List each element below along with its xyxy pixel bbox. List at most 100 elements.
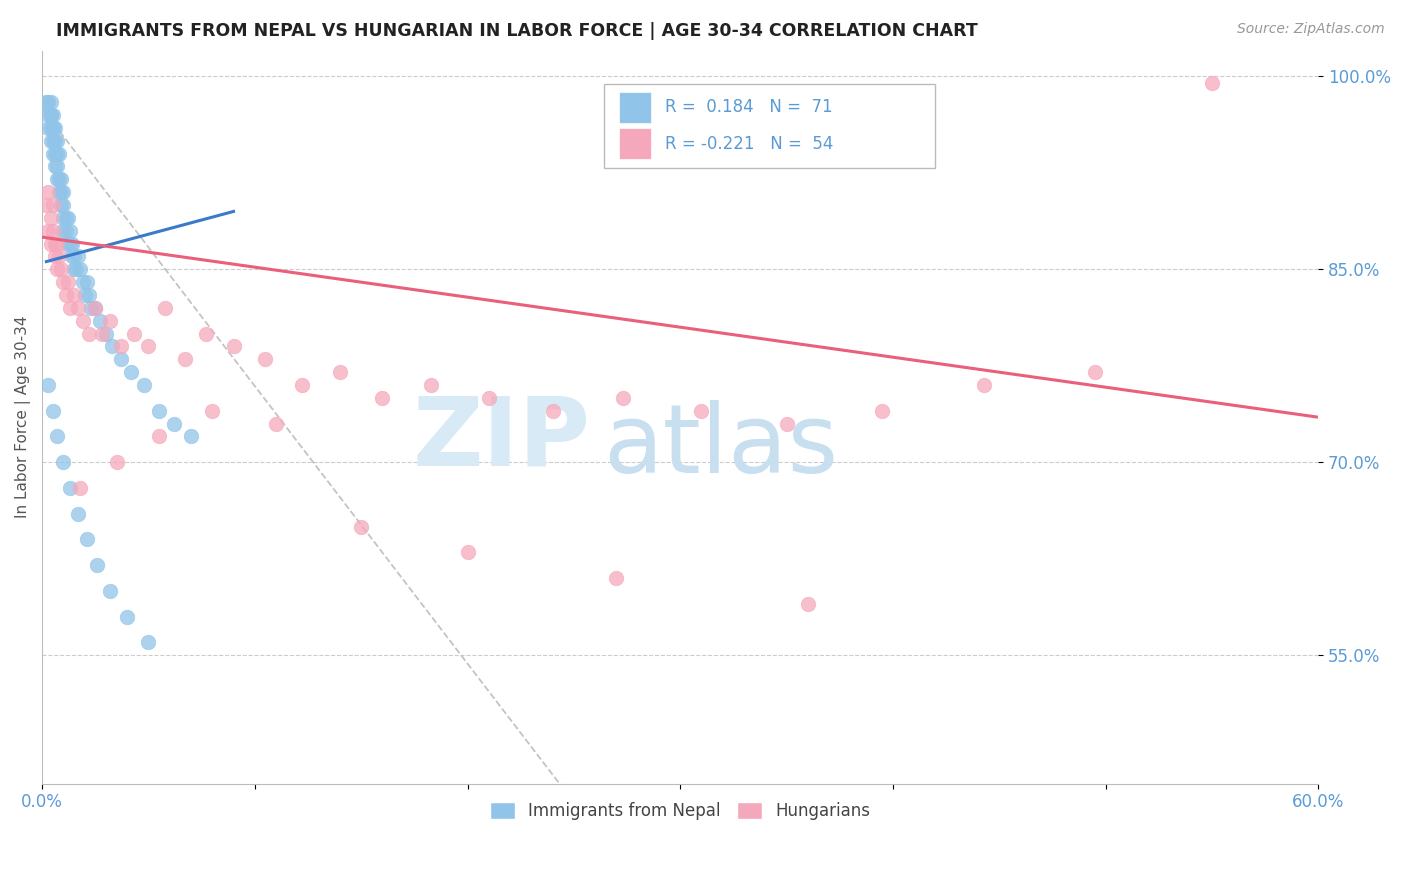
Point (775, 417, 797, 431)
Point (110, 339, 132, 353)
Point (80, 301, 103, 315)
Point (42, 224, 65, 238)
Point (56, 236, 79, 251)
Point (222, 339, 245, 353)
Point (201, 404, 224, 418)
Point (46, 160, 69, 174)
Point (478, 391, 501, 405)
Text: IMMIGRANTS FROM NEPAL VS HUNGARIAN IN LABOR FORCE | AGE 30-34 CORRELATION CHART: IMMIGRANTS FROM NEPAL VS HUNGARIAN IN LA… (56, 22, 979, 40)
Bar (619, 92, 651, 122)
Point (39, 134, 62, 148)
Point (1201, 76, 1223, 90)
Text: Source: ZipAtlas.com: Source: ZipAtlas.com (1237, 22, 1385, 37)
Point (180, 429, 202, 443)
Point (67, 301, 90, 315)
Point (120, 365, 142, 379)
Point (59, 236, 82, 251)
Point (138, 339, 160, 353)
Point (55, 211, 77, 225)
Point (194, 326, 217, 341)
Point (90, 326, 112, 341)
Point (52, 275, 75, 289)
Point (42, 146, 65, 161)
Point (52, 198, 75, 212)
Point (155, 301, 177, 315)
Point (39, 108, 62, 122)
Point (122, 326, 145, 341)
Point (37, 95, 59, 109)
Point (46, 429, 69, 443)
Point (98, 314, 121, 328)
Point (56, 211, 79, 225)
Point (84, 301, 107, 315)
Point (37, 120, 59, 135)
Point (797, 597, 820, 611)
Point (77, 288, 100, 302)
Text: R = -0.221   N =  54: R = -0.221 N = 54 (665, 135, 834, 153)
Point (37, 224, 59, 238)
Point (69, 481, 91, 495)
Point (148, 429, 170, 443)
Point (48, 185, 70, 199)
Point (44, 120, 66, 135)
Point (329, 365, 352, 379)
Point (98, 583, 121, 598)
Point (42, 404, 65, 418)
Point (52, 224, 75, 238)
Point (291, 378, 314, 392)
Point (77, 326, 100, 341)
Point (138, 635, 160, 649)
Point (63, 288, 86, 302)
Point (870, 404, 893, 418)
Point (63, 249, 86, 263)
Point (67, 249, 90, 263)
Point (39, 236, 62, 251)
Point (115, 609, 138, 624)
Bar (619, 128, 651, 159)
Point (67, 507, 90, 521)
Text: R =  0.184   N =  71: R = 0.184 N = 71 (665, 98, 832, 116)
Point (89, 314, 111, 328)
Point (46, 262, 69, 277)
Point (39, 211, 62, 225)
Point (350, 519, 373, 533)
Point (134, 378, 156, 392)
Point (59, 301, 82, 315)
Point (101, 339, 124, 353)
Point (110, 352, 132, 367)
Point (59, 481, 82, 495)
Point (42, 120, 65, 135)
Point (35, 198, 58, 212)
Point (37, 108, 59, 122)
Point (612, 391, 634, 405)
Point (163, 417, 186, 431)
Point (46, 172, 69, 186)
Point (55, 288, 77, 302)
Point (457, 545, 479, 559)
Point (48, 249, 70, 263)
Point (264, 417, 287, 431)
Point (42, 134, 65, 148)
Point (42, 120, 65, 135)
Point (44, 160, 66, 174)
Point (48, 146, 70, 161)
Point (605, 571, 627, 585)
Point (60, 249, 83, 263)
Point (46, 134, 69, 148)
Point (52, 455, 75, 469)
Point (72, 314, 94, 328)
Y-axis label: In Labor Force | Age 30-34: In Labor Force | Age 30-34 (15, 316, 31, 518)
Point (60, 236, 83, 251)
Point (1084, 365, 1107, 379)
Point (42, 108, 65, 122)
Point (254, 352, 277, 367)
Point (39, 120, 62, 135)
Point (73, 288, 96, 302)
Point (76, 533, 98, 547)
Point (76, 275, 98, 289)
Point (51, 172, 73, 186)
Point (973, 378, 995, 392)
Point (59, 224, 82, 238)
Point (51, 262, 73, 277)
Point (44, 134, 66, 148)
